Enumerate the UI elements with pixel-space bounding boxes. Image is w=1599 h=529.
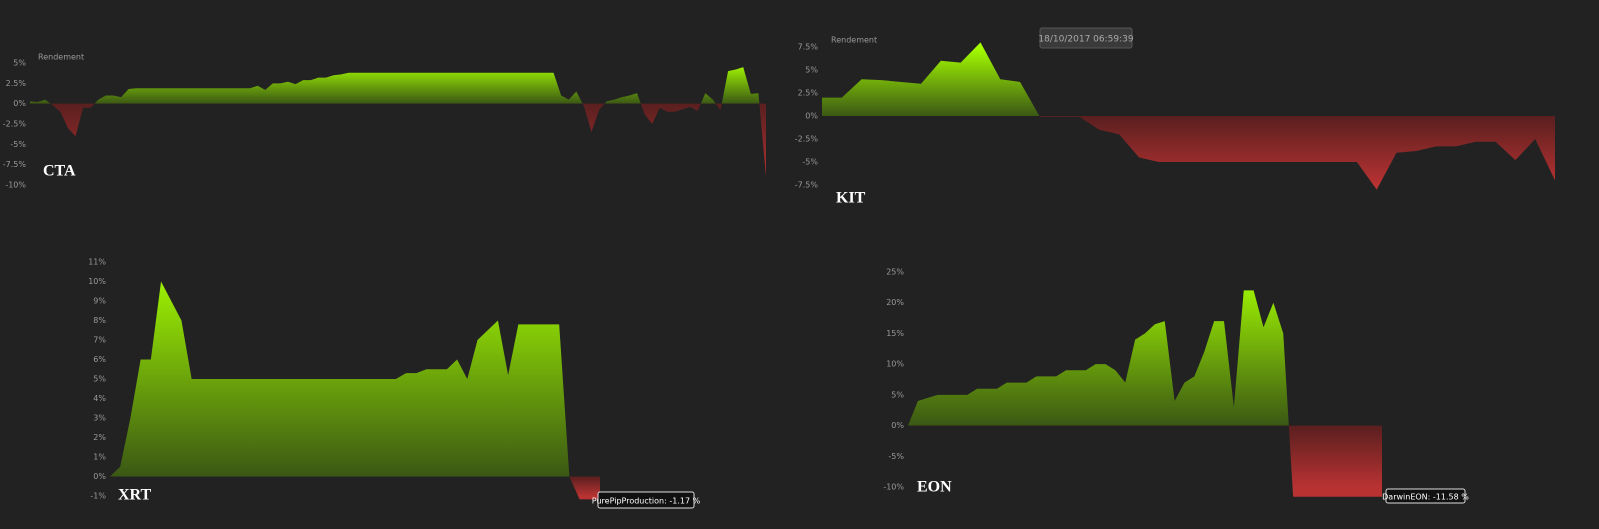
y-tick-label: 2.5%	[798, 89, 819, 98]
area	[30, 67, 766, 177]
y-tick-label: 25%	[886, 268, 904, 277]
y-tick-label: -10%	[5, 181, 26, 190]
y-tick-label: -10%	[883, 483, 904, 492]
y-tick-label: -1%	[90, 492, 106, 501]
tooltip-text: PurePipProduction: -1.17 %	[592, 497, 701, 506]
tooltip-box	[1385, 488, 1466, 504]
y-tick-label: 11%	[88, 258, 106, 267]
y-tick-label: 5%	[93, 375, 106, 384]
chart-title: XRT	[118, 487, 152, 504]
chart-panel: 25% 20% 15% 10% 5% 0% -5% -10% EON DarwinEON: -11…	[883, 268, 1469, 504]
y-tick-label: 2%	[93, 433, 106, 442]
tooltip-text: 18/10/2017 06:59:39	[1038, 35, 1133, 45]
y-tick-label: 7.5%	[798, 43, 819, 52]
y-tick-label: 3%	[93, 414, 106, 423]
y-tick-label: 4%	[93, 394, 106, 403]
y-tick-label: 15%	[886, 329, 904, 338]
y-tick-label: 2.5%	[6, 79, 27, 88]
y-tick-label: 20%	[886, 298, 904, 307]
area	[908, 290, 1382, 497]
y-tick-label: 5%	[805, 66, 818, 75]
chart-title: KIT	[836, 190, 866, 207]
chart-panel: 11% 10% 9% 8% 7% 6% 5% 4% 3% 2% 1% 0% -1% XRT PurePipP…	[88, 258, 701, 509]
y-tick-label: 0%	[93, 472, 106, 481]
tooltip-box	[1039, 27, 1133, 49]
y-tick-label: 5%	[891, 390, 904, 399]
tooltip-text: DarwinEON: -11.58 %	[1382, 493, 1469, 502]
chart-title: CTA	[43, 163, 76, 180]
y-tick-label: -2.5%	[3, 120, 27, 129]
y-tick-label: 10%	[886, 360, 904, 369]
y-axis-label: Rendement	[831, 36, 877, 45]
tooltip-box	[597, 491, 695, 509]
y-tick-label: 7%	[93, 336, 106, 345]
y-tick-label: 1%	[93, 453, 106, 462]
y-tick-label: 6%	[93, 355, 106, 364]
y-tick-label: -2.5%	[795, 135, 819, 144]
y-tick-label: -5%	[888, 452, 904, 461]
y-tick-label: -7.5%	[795, 181, 819, 190]
y-tick-label: 5%	[13, 59, 26, 68]
y-tick-label: 0%	[13, 99, 26, 108]
y-tick-label: 9%	[93, 297, 106, 306]
y-tick-label: 10%	[88, 277, 106, 286]
chart-panel: 7.5% 5% 2.5% 0% -2.5% -5% -7.5% KIT Rendement 18/…	[795, 27, 1555, 207]
area	[822, 42, 1555, 190]
y-tick-label: -5%	[10, 140, 26, 149]
y-tick-label: 8%	[93, 316, 106, 325]
y-tick-label: -7.5%	[3, 160, 27, 169]
y-tick-label: -5%	[802, 158, 818, 167]
y-tick-label: 0%	[891, 421, 904, 430]
chart-title: EON	[917, 479, 952, 496]
chart-panel: 5% 2.5% 0% -2.5% -5% -7.5% -10% CTA Rendement	[3, 53, 766, 190]
area	[110, 281, 600, 500]
y-tick-label: 0%	[805, 112, 818, 121]
y-axis-label: Rendement	[38, 53, 84, 62]
